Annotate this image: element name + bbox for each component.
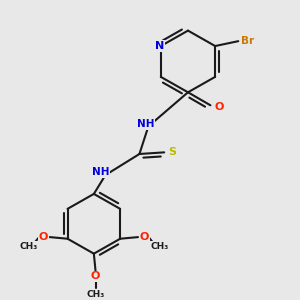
Text: O: O — [38, 232, 48, 242]
Text: NH: NH — [92, 167, 109, 178]
Text: CH₃: CH₃ — [150, 242, 169, 251]
Text: S: S — [169, 147, 176, 158]
Text: O: O — [140, 232, 149, 242]
Text: NH: NH — [137, 119, 154, 129]
Text: O: O — [214, 102, 224, 112]
Text: CH₃: CH₃ — [19, 242, 38, 251]
Text: O: O — [91, 272, 100, 281]
Text: N: N — [154, 41, 164, 51]
Text: Br: Br — [241, 36, 254, 46]
Text: CH₃: CH₃ — [86, 290, 105, 299]
